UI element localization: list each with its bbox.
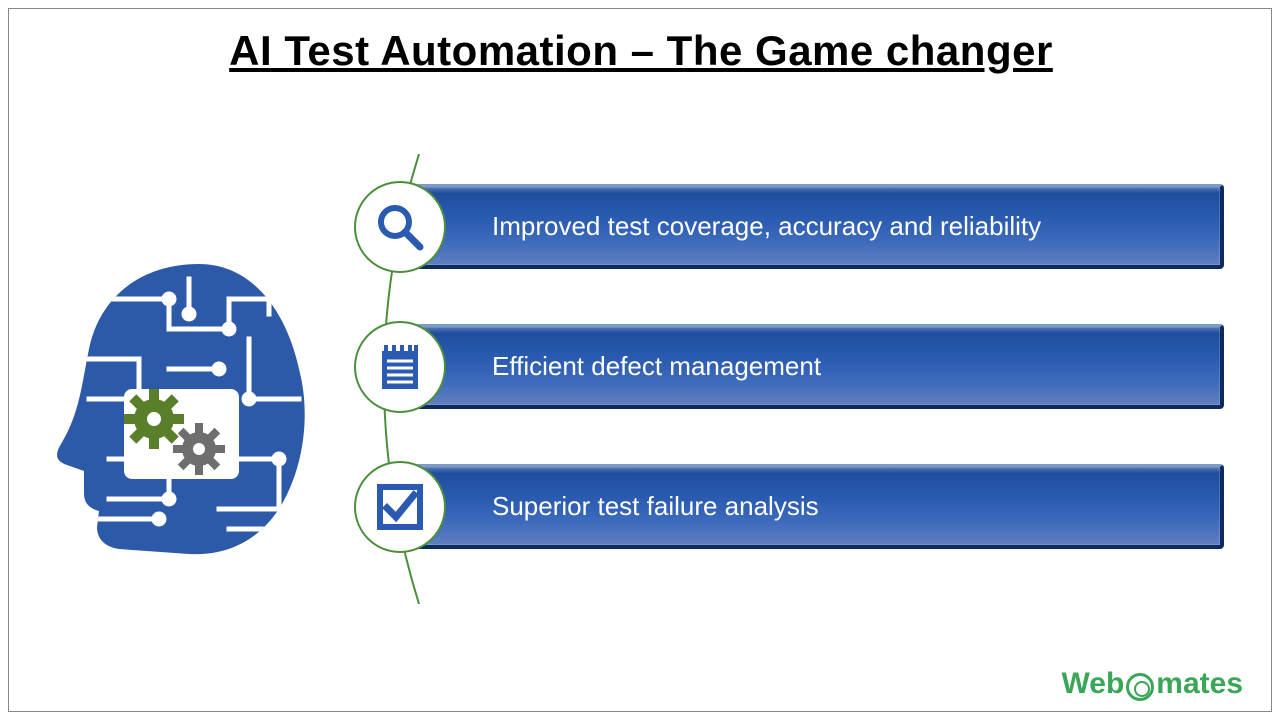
feature-label: Improved test coverage, accuracy and rel…: [492, 211, 1041, 242]
feature-label: Superior test failure analysis: [492, 491, 819, 522]
feature-bar: Superior test failure analysis: [414, 464, 1224, 549]
notepad-icon: [374, 341, 426, 393]
logo-part1: Web: [1061, 667, 1124, 701]
logo-part2: mates: [1156, 667, 1243, 701]
slide-frame: AI Test Automation – The Game changer: [8, 8, 1272, 712]
ai-head-illustration: [49, 259, 319, 559]
logo-o-icon: [1126, 673, 1154, 701]
checkbox-icon: [374, 481, 426, 533]
feature-icon-circle: [354, 461, 446, 553]
page-title: AI Test Automation – The Game changer: [9, 27, 1273, 75]
feature-icon-circle: [354, 321, 446, 413]
feature-bar: Efficient defect management: [414, 324, 1224, 409]
feature-label: Efficient defect management: [492, 351, 821, 382]
webomates-logo: Web mates: [1061, 667, 1243, 701]
magnifier-icon: [374, 201, 426, 253]
feature-bar: Improved test coverage, accuracy and rel…: [414, 184, 1224, 269]
feature-icon-circle: [354, 181, 446, 273]
